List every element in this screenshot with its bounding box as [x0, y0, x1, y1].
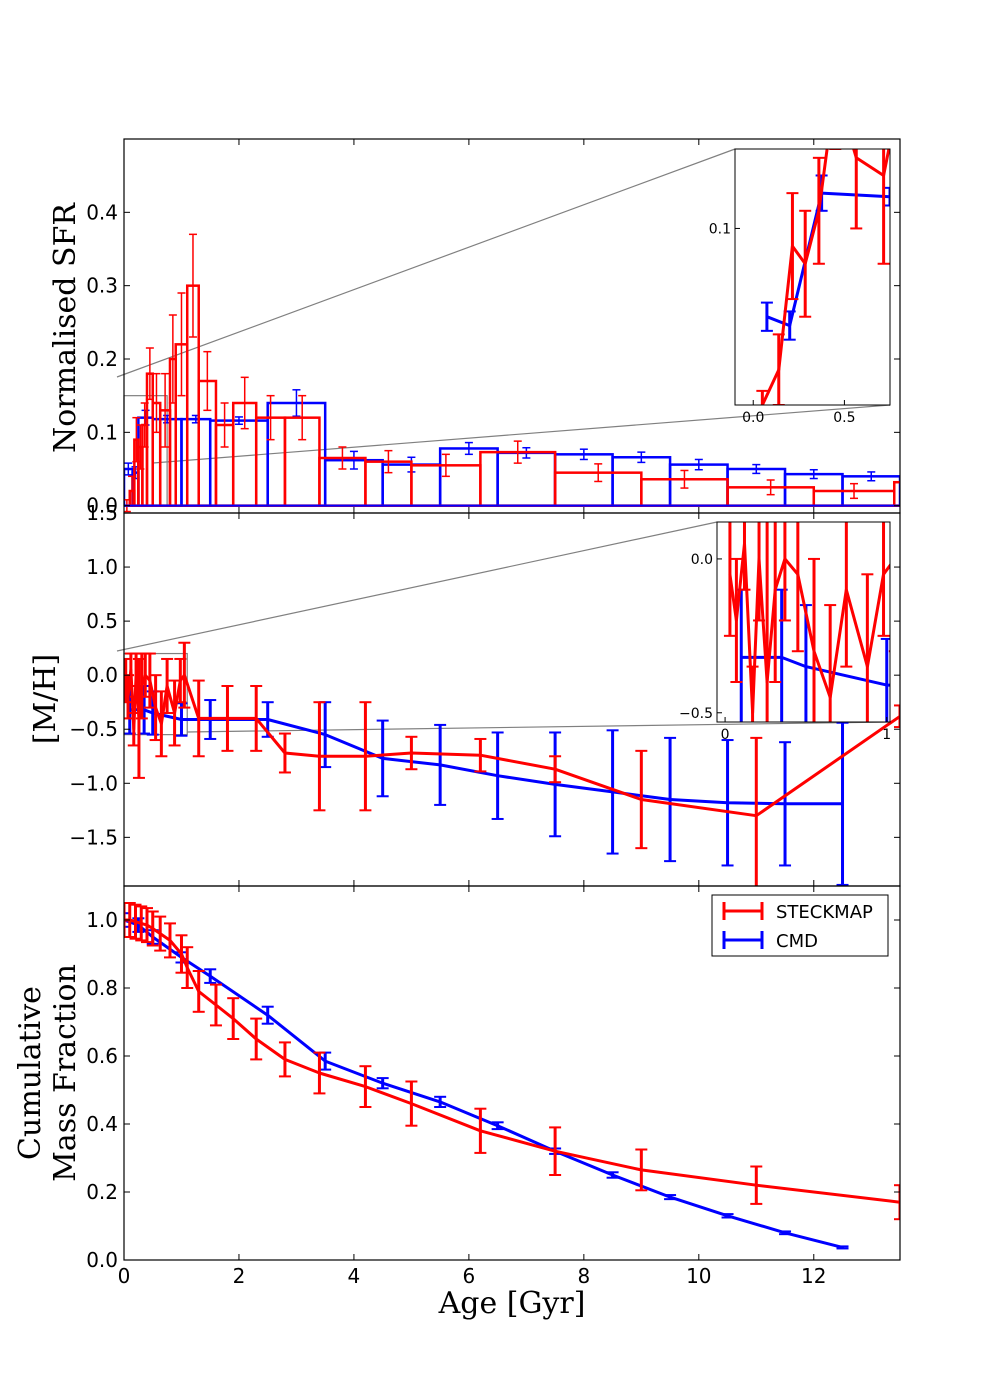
legend: STECKMAP CMD	[711, 894, 889, 957]
metallicity-inset-xtick-label: 1	[882, 727, 891, 743]
sfr-plot	[124, 233, 900, 513]
cumulative-ytick-label: 0.2	[86, 1180, 118, 1204]
sfr-zoom-connector-top	[116, 148, 736, 378]
cumulative-ytick-label: 0.6	[86, 1044, 118, 1068]
legend-frame	[711, 894, 889, 957]
metallicity-ytick-label: 1.5	[86, 501, 118, 525]
cumulative-steckmap-line	[124, 918, 900, 1204]
sfr-inset-xtick-label: 0.5	[833, 410, 855, 426]
sfr-inset-background	[735, 149, 890, 405]
legend-cmd-label: CMD	[776, 931, 818, 952]
sfr-ytick-label: 0.2	[86, 347, 118, 371]
cumulative-cmd-line	[124, 918, 843, 1249]
sfr-cmd-bar-5	[208, 419, 269, 507]
sfr-ytick-label: 0.0	[86, 494, 118, 518]
xtick-label: 8	[577, 1264, 590, 1288]
cumulative-ytick-label: 0.0	[86, 1248, 118, 1272]
sfr-inset-cmd-line	[766, 191, 890, 328]
xaxis-label: Age [Gyr]	[438, 1286, 586, 1321]
metallicity-ylabel: [M/H]	[28, 654, 63, 744]
cumulative-ytick-label: 0.4	[86, 1112, 118, 1136]
sfr-inset-ytick-label: 0.1	[709, 221, 731, 237]
sfr-inset-xtick-label: 0.0	[742, 410, 764, 426]
xtick-label: 4	[348, 1264, 361, 1288]
cumulative-frame	[123, 885, 901, 1261]
xtick-label: 10	[686, 1264, 711, 1288]
cumulative-ylabel-line2: Mass Fraction	[48, 964, 83, 1182]
metallicity-inset-plot	[723, 522, 890, 722]
metallicity-inset-cmd-line	[741, 655, 890, 687]
metallicity-zoom-connector-top	[116, 521, 718, 652]
sfr-inset-frame	[734, 148, 891, 406]
sfr-cmd-bar-13	[668, 463, 729, 507]
sfr-zoom-connector-bottom	[152, 404, 891, 464]
legend-cmd-icon	[722, 931, 764, 949]
metallicity-inset-ytick-label: −0.5	[679, 706, 713, 722]
metallicity-inset-frame	[716, 521, 891, 723]
axes-frames	[123, 138, 901, 1261]
legend-steckmap-label: STECKMAP	[776, 902, 873, 923]
sfr-cmd-bar-11	[553, 453, 614, 507]
sfr-ytick-label: 0.1	[86, 420, 118, 444]
tick-labels: 0.0 0.5 0.1 0 1 0.0 −0.5 0 2 4 6 8 10 12 0.0 0.1 0.2 0.3 0…	[69, 200, 891, 1288]
xtick-label: 12	[801, 1264, 826, 1288]
sfr-steckmap-bar-24	[893, 480, 900, 507]
xtick-label: 0	[118, 1264, 131, 1288]
cumulative-plot	[124, 902, 900, 1250]
sfr-cmd-bar-10	[496, 451, 557, 507]
sfr-ylabel: Normalised SFR	[48, 202, 83, 453]
metallicity-inset-xtick-label: 0	[721, 727, 730, 743]
cumulative-ylabel-line1: Cumulative	[13, 986, 48, 1160]
sfr-inset-plot	[756, 149, 890, 405]
cumulative-ytick-label: 0.8	[86, 976, 118, 1000]
metallicity-ytick-label: 0.5	[86, 609, 118, 633]
metallicity-inset-ytick-label: 0.0	[691, 552, 713, 568]
metallicity-ytick-label: −1.5	[69, 825, 118, 849]
sfr-cmd-bar-4	[180, 417, 212, 507]
sfr-ytick-label: 0.3	[86, 274, 118, 298]
metallicity-ytick-label: 1.0	[86, 555, 118, 579]
xtick-label: 2	[233, 1264, 246, 1288]
metallicity-ytick-label: −1.0	[69, 771, 118, 795]
xtick-label: 6	[463, 1264, 476, 1288]
metallicity-ytick-label: 0.0	[86, 663, 118, 687]
sfr-ytick-label: 0.4	[86, 200, 118, 224]
cumulative-ytick-label: 1.0	[86, 908, 118, 932]
legend-steckmap-icon	[722, 902, 764, 920]
metallicity-ytick-label: −0.5	[69, 717, 118, 741]
plot-data	[124, 149, 900, 1250]
metallicity-plot	[124, 641, 900, 886]
